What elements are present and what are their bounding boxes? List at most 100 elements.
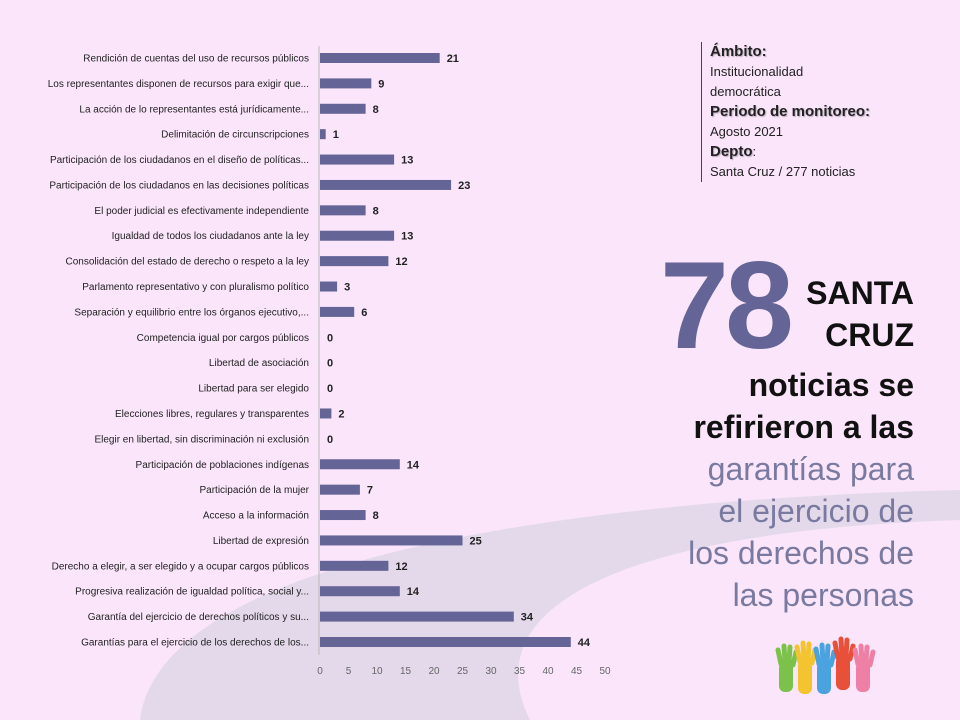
value-label-21: 14 xyxy=(407,586,420,598)
hand-pink xyxy=(852,643,876,692)
category-label-9: Parlamento representativo y con pluralis… xyxy=(82,282,309,293)
bar-17 xyxy=(320,484,360,495)
value-label-11: 0 xyxy=(327,332,333,344)
category-label-17: Participación de la mujer xyxy=(200,485,310,496)
colorful-hands-icon xyxy=(775,636,876,694)
x-tick-label-1: 5 xyxy=(346,666,352,677)
headline-line-5: los derechos de xyxy=(688,535,914,571)
value-label-16: 14 xyxy=(407,459,420,471)
bar-20 xyxy=(320,560,389,571)
value-label-13: 0 xyxy=(327,383,333,395)
periodo-value: Agosto 2021 xyxy=(710,124,784,139)
category-label-18: Acceso a la información xyxy=(203,511,309,522)
depto-label: Depto xyxy=(710,143,753,160)
x-tick-label-5: 25 xyxy=(457,666,469,677)
category-label-8: Consolidación del estado de derecho o re… xyxy=(66,257,310,268)
category-label-22: Garantía del ejercicio de derechos polít… xyxy=(88,612,309,623)
periodo-label: Periodo de monitoreo: xyxy=(710,103,871,120)
info-panel: Ámbito: Institucionalidad democrática Pe… xyxy=(701,42,910,182)
bar-8 xyxy=(320,256,389,267)
headline-text: noticias se refirieron a las garantías p… xyxy=(688,364,914,616)
category-label-5: Participación de los ciudadanos en las d… xyxy=(49,180,309,191)
bar-14 xyxy=(320,408,332,419)
bar-21 xyxy=(320,586,400,597)
category-label-2: La acción de lo representantes está jurí… xyxy=(79,104,309,115)
value-label-22: 34 xyxy=(521,612,534,624)
category-label-6: El poder judicial es efectivamente indep… xyxy=(94,206,309,217)
category-label-4: Participación de los ciudadanos en el di… xyxy=(50,155,309,166)
value-label-14: 2 xyxy=(338,408,344,420)
value-label-5: 23 xyxy=(458,180,470,192)
x-tick-label-3: 15 xyxy=(400,666,412,677)
bar-5 xyxy=(320,179,452,190)
category-label-12: Libertad de asociación xyxy=(209,358,309,369)
headline-line-4: el ejercicio de xyxy=(718,493,914,529)
depto-label-row: Depto: xyxy=(710,142,910,162)
category-label-10: Separación y equilibrio entre los órgano… xyxy=(74,307,309,318)
bar-18 xyxy=(320,510,366,521)
headline-line-2: refirieron a las xyxy=(693,409,914,445)
x-tick-label-0: 0 xyxy=(317,666,323,677)
bar-10 xyxy=(320,306,355,317)
headline-line-3: garantías para xyxy=(707,451,914,487)
category-label-14: Elecciones libres, regulares y transpare… xyxy=(115,409,309,420)
x-tick-label-9: 45 xyxy=(571,666,583,677)
value-label-6: 8 xyxy=(373,205,379,217)
value-label-4: 13 xyxy=(401,155,413,167)
category-label-13: Libertad para ser elegido xyxy=(198,384,309,395)
hand-yellow xyxy=(794,640,818,694)
x-tick-label-6: 30 xyxy=(485,666,497,677)
value-label-17: 7 xyxy=(367,485,373,497)
value-label-18: 8 xyxy=(373,510,379,522)
value-label-19: 25 xyxy=(470,535,482,547)
x-tick-label-4: 20 xyxy=(428,666,440,677)
category-label-20: Derecho a elegir, a ser elegido y a ocup… xyxy=(52,561,309,572)
value-label-9: 3 xyxy=(344,282,350,294)
ambito-value-2: democrática xyxy=(710,84,781,99)
depto-value: Santa Cruz / 277 noticias xyxy=(710,164,856,179)
x-tick-label-2: 10 xyxy=(371,666,383,677)
headline-line-6: las personas xyxy=(732,577,914,613)
value-label-23: 44 xyxy=(578,637,591,649)
bar-23 xyxy=(320,637,571,647)
value-label-1: 9 xyxy=(378,78,384,90)
region-line-1: SANTA xyxy=(806,275,914,311)
category-label-16: Participación de poblaciones indígenas xyxy=(136,460,309,471)
bar-16 xyxy=(320,459,400,470)
hand-blue xyxy=(813,642,837,694)
x-tick-label-7: 35 xyxy=(514,666,526,677)
value-label-2: 8 xyxy=(373,104,379,116)
value-label-20: 12 xyxy=(395,561,407,573)
bar-19 xyxy=(320,535,463,546)
bar-6 xyxy=(320,205,366,216)
ambito-label: Ámbito: xyxy=(710,43,767,60)
category-label-21: Progresiva realización de igualdad polít… xyxy=(75,587,309,598)
depto-colon: : xyxy=(752,144,757,159)
value-label-12: 0 xyxy=(327,358,333,370)
value-label-15: 0 xyxy=(327,434,333,446)
bar-2 xyxy=(320,103,366,114)
region-line-2: CRUZ xyxy=(825,317,914,353)
value-label-7: 13 xyxy=(401,231,413,243)
hand-green xyxy=(775,643,799,692)
hand-red xyxy=(832,636,856,690)
value-label-3: 1 xyxy=(333,129,339,141)
headline-number: 78 xyxy=(660,237,794,375)
bar-1 xyxy=(320,78,372,89)
category-label-7: Igualdad de todos los ciudadanos ante la… xyxy=(112,231,309,242)
bar-7 xyxy=(320,230,395,241)
x-tick-label-8: 40 xyxy=(542,666,554,677)
bar-22 xyxy=(320,611,514,622)
value-label-0: 21 xyxy=(447,53,459,65)
region-name: SANTA CRUZ xyxy=(806,272,914,356)
category-label-19: Libertad de expresión xyxy=(213,536,309,547)
ambito-value-1: Institucionalidad xyxy=(710,64,804,79)
headline-line-1: noticias se xyxy=(748,367,914,403)
category-label-1: Los representantes disponen de recursos … xyxy=(48,79,309,90)
x-tick-label-10: 50 xyxy=(599,666,611,677)
category-label-11: Competencia igual por cargos públicos xyxy=(137,333,309,344)
category-label-3: Delimitación de circunscripciones xyxy=(161,130,309,141)
value-label-8: 12 xyxy=(395,256,407,268)
